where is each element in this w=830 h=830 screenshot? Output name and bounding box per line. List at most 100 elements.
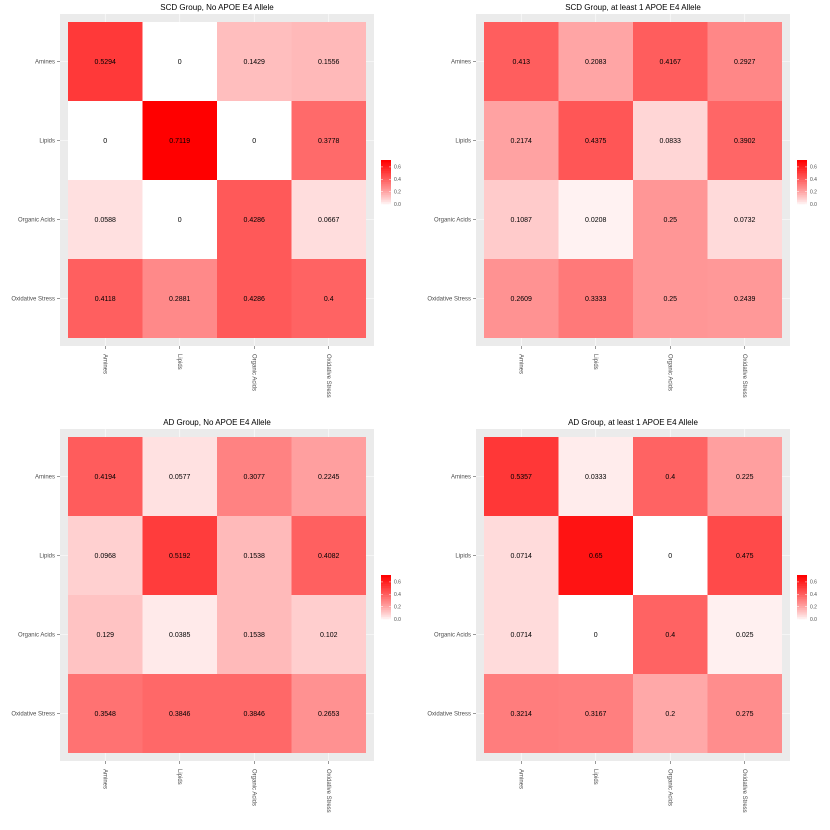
cell-value-label: 0.0667 [318, 217, 340, 224]
heatmap-cell [142, 259, 217, 338]
x-tick-label: Oxidative Stress [741, 354, 747, 398]
heatmap-cell [291, 101, 366, 180]
cell-value-label: 0.25 [663, 296, 677, 303]
colorbar-segment [381, 182, 391, 185]
heatmap-cell [707, 22, 782, 101]
heatmap-cell [633, 516, 708, 595]
cell-value-label: 0.1087 [511, 217, 533, 224]
colorbar-segment [797, 194, 807, 197]
heatmap-cell [484, 516, 559, 595]
colorbar-segment [797, 593, 807, 596]
colorbar-segment [797, 196, 807, 199]
colorbar-segment [797, 193, 807, 196]
cell-value-label: 0.65 [589, 553, 603, 560]
colorbar-segment [797, 591, 807, 594]
cell-value-label: 0 [103, 138, 107, 145]
x-tick-label: Oxidative Stress [325, 769, 331, 813]
y-tick-label: Amines [451, 60, 471, 66]
heatmap-cell [291, 595, 366, 674]
cell-value-label: 0.0714 [511, 632, 533, 639]
heatmap-cell [558, 22, 633, 101]
colorbar-segment [381, 198, 391, 201]
cell-value-label: 0.0333 [585, 474, 607, 481]
cell-value-label: 0.225 [736, 474, 754, 481]
colorbar-segment [381, 200, 391, 203]
heatmap-cell [484, 674, 559, 753]
y-tick-label: Lipids [39, 554, 55, 560]
heatmap-cell [484, 595, 559, 674]
y-tick-label: Amines [35, 475, 55, 481]
colorbar-segment [381, 593, 391, 596]
colorbar-tick-label: 0.4 [394, 177, 401, 183]
colorbar-segment [381, 191, 391, 194]
cell-value-label: 0 [178, 217, 182, 224]
y-tick-label: Oxidative Stress [11, 712, 55, 718]
colorbar-segment [797, 582, 807, 585]
colorbar-segment [381, 613, 391, 616]
y-tick-label: Organic Acids [434, 218, 471, 224]
x-tick-label: Lipids [592, 354, 598, 370]
x-tick-label: Lipids [176, 769, 182, 785]
heatmap-cell [558, 437, 633, 516]
colorbar-segment [797, 185, 807, 188]
colorbar-segment [797, 189, 807, 192]
colorbar-segment [381, 163, 391, 166]
colorbar-segment [381, 183, 391, 186]
heatmap-cell [291, 259, 366, 338]
colorbar-segment [797, 180, 807, 183]
heatmap-cell [484, 437, 559, 516]
heatmap-cell [558, 101, 633, 180]
heatmap-cell [142, 180, 217, 259]
x-tick-label: Lipids [592, 769, 598, 785]
colorbar-segment [797, 611, 807, 614]
y-tick-label: Oxidative Stress [427, 712, 471, 718]
cell-value-label: 0.5294 [95, 59, 117, 66]
cell-value-label: 0.2083 [585, 59, 607, 66]
y-tick-label: Lipids [39, 139, 55, 145]
cell-value-label: 0.2439 [734, 296, 756, 303]
colorbar-segment [797, 198, 807, 201]
colorbar-tick-label: 0.4 [810, 177, 817, 183]
cell-value-label: 0.4286 [244, 296, 266, 303]
heatmap-cell [558, 674, 633, 753]
cell-value-label: 0.0208 [585, 217, 607, 224]
colorbar-segment [797, 174, 807, 177]
colorbar-segment [797, 191, 807, 194]
colorbar-segment [797, 160, 807, 163]
heatmap-cell [707, 437, 782, 516]
colorbar-segment [381, 176, 391, 179]
colorbar-segment [381, 196, 391, 199]
cell-value-label: 0.2927 [734, 59, 756, 66]
colorbar-segment [797, 613, 807, 616]
colorbar-segment [381, 185, 391, 188]
colorbar-legend: 0.0 0.2 0.4 0.6 [381, 160, 401, 208]
x-tick-label: Organic Acids [250, 354, 256, 391]
cell-value-label: 0.3333 [585, 296, 607, 303]
cell-value-label: 0.4082 [318, 553, 340, 560]
colorbar-tick-label: 0.0 [394, 617, 401, 623]
cell-value-label: 0.413 [512, 59, 530, 66]
colorbar-tick-label: 0.0 [394, 202, 401, 208]
cell-value-label: 0.102 [320, 632, 338, 639]
colorbar-segment [381, 617, 391, 620]
cell-value-label: 0.3902 [734, 138, 756, 145]
colorbar-segment [797, 172, 807, 175]
colorbar-tick-label: 0.4 [394, 592, 401, 598]
colorbar-segment [797, 589, 807, 592]
heatmap-cell [217, 595, 292, 674]
colorbar-segment [797, 575, 807, 578]
heatmap-cell [633, 22, 708, 101]
heatmap-panel: SCD Group, at least 1 APOE E4 Allele 0.41… [427, 3, 817, 398]
colorbar-segment [797, 606, 807, 609]
colorbar-segment [797, 584, 807, 587]
colorbar-segment [797, 615, 807, 618]
colorbar-segment [381, 575, 391, 578]
colorbar-segment [797, 609, 807, 612]
colorbar-segment [797, 604, 807, 607]
heatmap-cell [707, 259, 782, 338]
heatmap-cell [707, 674, 782, 753]
colorbar-segment [797, 597, 807, 600]
heatmap-cell [707, 101, 782, 180]
heatmap-cell [558, 180, 633, 259]
